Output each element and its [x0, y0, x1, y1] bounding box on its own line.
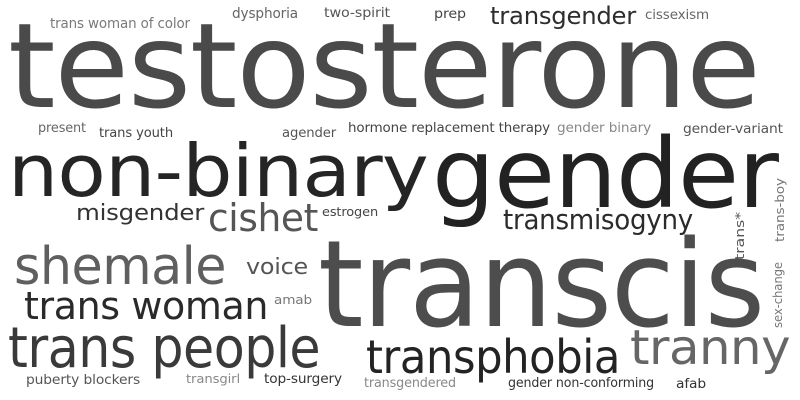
word-sex-change: sex-change: [771, 262, 785, 328]
word-agender: agender: [282, 126, 336, 141]
word-gender: gender: [432, 118, 779, 230]
word-gender-non-conforming: gender non-conforming: [508, 376, 655, 391]
word-estrogen: estrogen: [322, 205, 379, 219]
word-tranny: tranny: [630, 320, 791, 376]
word-cissexism: cissexism: [645, 8, 709, 23]
word-transgirl: transgirl: [186, 372, 240, 386]
word-transcis: transcis: [318, 216, 765, 355]
word-transphobia: transphobia: [366, 330, 620, 384]
word-trans-woman: trans woman: [24, 284, 269, 328]
word-shemale: shemale: [14, 237, 226, 297]
word-present: present: [38, 121, 86, 136]
word-hormone-replacement-therapy: hormone replacement therapy: [348, 121, 550, 136]
word-trans-woman-of-color: trans woman of color: [50, 16, 190, 32]
word-cishet: cishet: [208, 196, 319, 240]
word-two-spirit: two-spirit: [324, 6, 391, 21]
word-non-binary: non-binary: [8, 129, 429, 213]
word-trans-people: trans people: [8, 316, 321, 381]
word-voice: voice: [246, 255, 308, 280]
word-transgender: transgender: [490, 2, 637, 30]
word-trans-youth: trans youth: [99, 126, 174, 141]
word-gender-binary: gender binary: [557, 121, 652, 136]
word-transmisogyny: transmisogyny: [503, 203, 693, 236]
word-afab: afab: [676, 377, 707, 392]
word-top-surgery: top-surgery: [264, 372, 342, 387]
word-testosterone: testosterone: [8, 0, 761, 135]
word-trans-boy: trans-boy: [773, 178, 787, 242]
word-dysphoria: dysphoria: [232, 6, 299, 22]
word-amab: amab: [274, 293, 313, 307]
word-transgendered: transgendered: [364, 376, 456, 391]
word-gender-variant: gender-variant: [683, 122, 783, 137]
word-trans-star: trans*: [733, 212, 747, 260]
word-prep: prep: [434, 7, 467, 22]
word-misgender: misgender: [76, 201, 205, 226]
word-puberty-blockers: puberty blockers: [26, 373, 141, 388]
